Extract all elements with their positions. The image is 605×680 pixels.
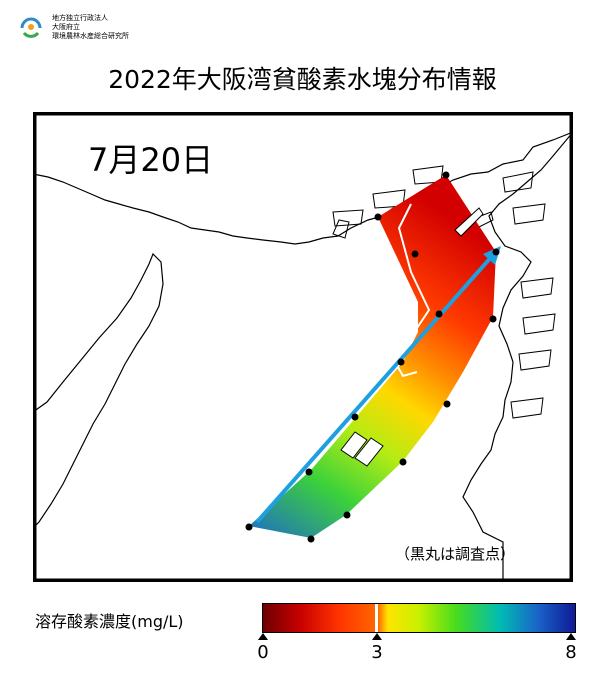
survey-date: 7月20日 (88, 141, 214, 179)
survey-station (351, 413, 359, 421)
survey-station (411, 250, 419, 258)
osaka-port-land (462, 131, 573, 582)
survey-station (305, 468, 313, 476)
survey-station (245, 523, 253, 531)
org-line-2: 大阪府立 (52, 23, 80, 31)
legend-tick-label: 3 (371, 642, 383, 663)
awaji-island (33, 252, 164, 529)
contour-line-3mg (393, 203, 431, 378)
org-line-3: 環境農林水産総合研究所 (52, 32, 129, 40)
legend-tick-label: 8 (565, 642, 577, 663)
legend-tick-mark (372, 633, 382, 640)
survey-station (492, 248, 500, 256)
page-title: 2022年大阪湾貧酸素水塊分布情報 (108, 65, 497, 94)
artificial-island (340, 431, 384, 467)
dissolved-oxygen-distribution (249, 175, 496, 538)
survey-station (397, 358, 405, 366)
survey-station (343, 511, 351, 519)
station-note: （黒丸は調査点） (395, 545, 516, 563)
map-frame (33, 112, 573, 582)
osaka-bay-map (33, 112, 573, 582)
legend-tick-mark (566, 633, 576, 640)
northern-land (33, 112, 573, 245)
survey-station (374, 213, 382, 221)
survey-station (489, 315, 497, 323)
survey-station (435, 310, 443, 318)
legend-tick-mark (258, 633, 268, 640)
survey-station (443, 400, 451, 408)
offshore-structure (454, 207, 484, 237)
institute-logo-icon (20, 17, 42, 38)
survey-stations (245, 171, 500, 543)
survey-station (399, 458, 407, 466)
color-bar (262, 603, 576, 633)
organization-header: 地方独立行政法人 大阪府立 環境農林水産総合研究所 (18, 12, 218, 48)
legend-tick-label: 0 (257, 642, 269, 663)
legend-label: 溶存酸素濃度(mg/L) (35, 612, 184, 631)
org-line-1: 地方独立行政法人 (52, 14, 108, 22)
color-bar-threshold-marker (375, 604, 378, 632)
survey-station (442, 171, 450, 179)
survey-station (307, 535, 315, 543)
